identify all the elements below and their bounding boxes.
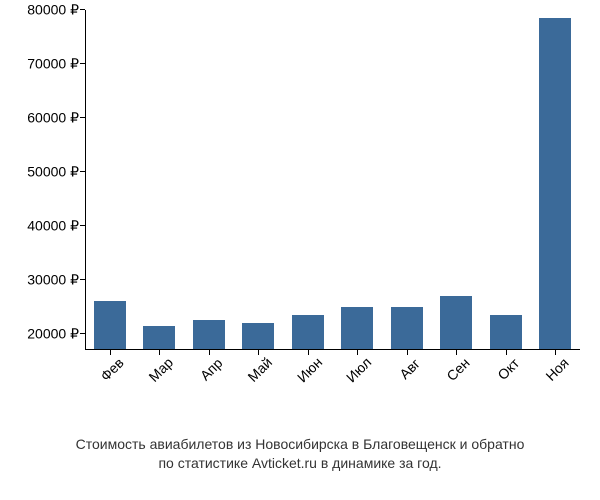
bar (143, 326, 175, 350)
bar-slot (481, 10, 531, 350)
x-tick-label: Сен (444, 355, 473, 384)
x-tick-label: Авг (396, 355, 423, 382)
x-tick-label: Апр (197, 355, 226, 384)
price-chart: 20000 ₽ 30000 ₽ 40000 ₽ 50000 ₽ 60000 ₽ 70000… (0, 0, 600, 430)
x-tick-mark (456, 350, 457, 355)
x-label-slot: Авг (382, 354, 432, 424)
x-tick-label: Май (245, 354, 276, 385)
bar-slot (432, 10, 482, 350)
x-tick-mark (110, 350, 111, 355)
x-label-slot: Июн (283, 354, 333, 424)
y-axis: 20000 ₽ 30000 ₽ 40000 ₽ 50000 ₽ 60000 ₽ 70000… (0, 10, 85, 350)
x-tick-label: Ноя (543, 355, 572, 384)
x-label-slot: Апр (184, 354, 234, 424)
bar-slot (135, 10, 185, 350)
x-tick-mark (506, 350, 507, 355)
chart-caption: Стоимость авиабилетов из Новосибирска в … (0, 435, 600, 473)
caption-line-2: по статистике Avticket.ru в динамике за … (158, 455, 441, 471)
x-label-slot: Фев (85, 354, 135, 424)
x-label-slot: Сен (432, 354, 482, 424)
caption-line-1: Стоимость авиабилетов из Новосибирска в … (76, 436, 525, 452)
bars-container (85, 10, 580, 350)
x-axis-labels: Фев Мар Апр Май Июн Июл Авг Сен Окт Ноя (85, 354, 580, 424)
y-tick-label: 80000 ₽ (27, 2, 79, 19)
bar-slot (333, 10, 383, 350)
x-label-slot: Июл (333, 354, 383, 424)
x-tick-label: Фев (97, 355, 127, 385)
x-tick-mark (209, 350, 210, 355)
bar-slot (85, 10, 135, 350)
bar (539, 18, 571, 350)
bar (193, 320, 225, 350)
x-label-slot: Ноя (531, 354, 581, 424)
x-tick-mark (159, 350, 160, 355)
x-label-slot: Май (234, 354, 284, 424)
x-tick-mark (258, 350, 259, 355)
x-tick-label: Июн (294, 354, 325, 385)
y-tick-label: 60000 ₽ (27, 109, 79, 126)
x-tick-label: Мар (146, 354, 177, 385)
x-tick-mark (407, 350, 408, 355)
x-tick-mark (555, 350, 556, 355)
y-tick-label: 30000 ₽ (27, 271, 79, 288)
y-tick-label: 70000 ₽ (27, 55, 79, 72)
bar-slot (184, 10, 234, 350)
y-tick-label: 50000 ₽ (27, 163, 79, 180)
bar (242, 323, 274, 350)
plot-area (85, 10, 580, 350)
bar (440, 296, 472, 350)
x-label-slot: Окт (481, 354, 531, 424)
bar-slot (234, 10, 284, 350)
bar (341, 307, 373, 350)
bar (94, 301, 126, 350)
x-tick-mark (308, 350, 309, 355)
bar (292, 315, 324, 350)
y-tick-label: 40000 ₽ (27, 217, 79, 234)
x-label-slot: Мар (135, 354, 185, 424)
bar (391, 307, 423, 350)
x-tick-label: Июл (343, 354, 374, 385)
bar (490, 315, 522, 350)
bar-slot (382, 10, 432, 350)
x-tick-mark (357, 350, 358, 355)
x-tick-label: Окт (494, 355, 522, 383)
y-tick-label: 20000 ₽ (27, 325, 79, 342)
bar-slot (283, 10, 333, 350)
bar-slot (531, 10, 581, 350)
